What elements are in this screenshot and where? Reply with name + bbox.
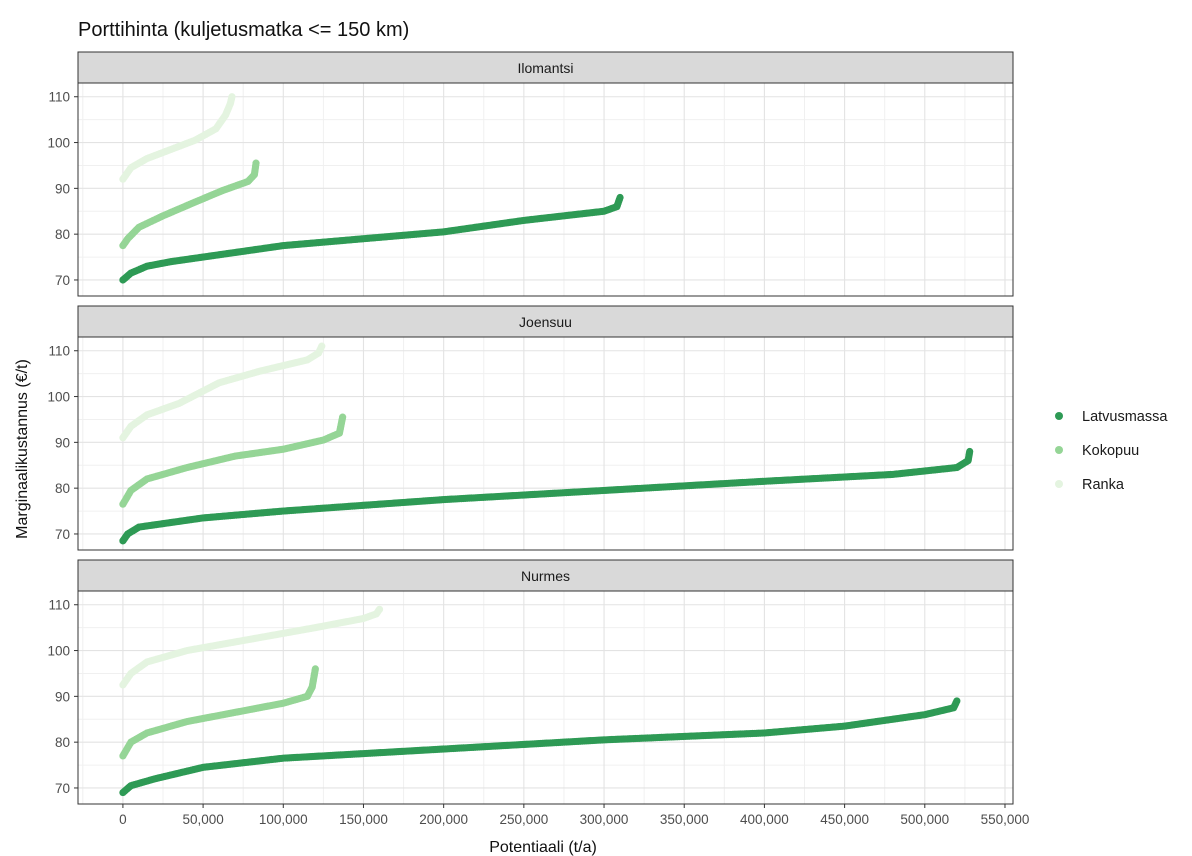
- y-tick-label: 70: [55, 527, 70, 542]
- x-axis: 0 50,000 100,000 150,000 200,000 250,000 300,0…: [119, 804, 1029, 827]
- data-point: [375, 605, 384, 613]
- data-point: [318, 342, 326, 350]
- y-tick-label: 110: [48, 344, 70, 359]
- series-latvusmassa: [119, 697, 961, 797]
- y-tick-label: 90: [55, 435, 70, 450]
- y-tick-label: 110: [48, 598, 70, 613]
- y-axis-label: Marginaalikustannus (€/t): [14, 359, 31, 539]
- x-tick-label: 400,000: [740, 812, 789, 827]
- series-ranka: [119, 342, 326, 442]
- x-tick-label: 550,000: [981, 812, 1030, 827]
- y-tick-label: 90: [55, 181, 70, 196]
- y-tick-label: 80: [55, 735, 70, 750]
- facet-panels: Ilomantsi 70 80 90 100 110 Joensuu 70 80 90 100 110…: [47, 51, 1014, 805]
- series-latvusmassa: [119, 193, 624, 284]
- facet-panel: Joensuu 70 80 90 100 110: [47, 305, 1014, 551]
- y-tick-label: 100: [47, 136, 70, 151]
- facet-strip-label: Joensuu: [519, 314, 572, 330]
- facet-panel: Ilomantsi 70 80 90 100 110: [47, 51, 1014, 297]
- facet-strip-label: Nurmes: [521, 568, 570, 584]
- y-tick-label: 100: [47, 390, 70, 405]
- y-tick-label: 70: [55, 781, 70, 796]
- facet-panel: Nurmes 70 80 90 100 110: [47, 559, 1014, 805]
- legend-label: Latvusmassa: [1082, 409, 1168, 425]
- legend: Latvusmassa Kokopuu Ranka: [1055, 409, 1168, 493]
- legend-key-kokopuu: [1055, 446, 1063, 454]
- x-axis-label: Potentiaali (t/a): [489, 839, 597, 856]
- legend-label: Kokopuu: [1082, 443, 1139, 459]
- facet-strip: [77, 51, 1014, 84]
- y-tick-label: 110: [48, 90, 70, 105]
- x-tick-label: 250,000: [499, 812, 548, 827]
- x-tick-label: 450,000: [820, 812, 869, 827]
- x-tick-label: 300,000: [580, 812, 629, 827]
- legend-label: Ranka: [1082, 477, 1125, 493]
- series-kokopuu: [119, 665, 319, 760]
- legend-key-ranka: [1055, 480, 1063, 488]
- series-ranka: [119, 605, 384, 689]
- series-ranka: [119, 93, 236, 183]
- panel-border: [77, 590, 1014, 805]
- x-tick-label: 200,000: [419, 812, 468, 827]
- chart-title: Porttihinta (kuljetusmatka <= 150 km): [78, 19, 409, 41]
- series-kokopuu: [119, 413, 347, 508]
- y-tick-label: 100: [47, 644, 70, 659]
- facet-strip-label: Ilomantsi: [517, 60, 573, 76]
- series-latvusmassa: [119, 447, 974, 545]
- panel-border: [77, 336, 1014, 551]
- x-tick-label: 350,000: [660, 812, 709, 827]
- y-tick-label: 80: [55, 481, 70, 496]
- x-tick-label: 500,000: [900, 812, 949, 827]
- legend-key-latvusmassa: [1055, 412, 1063, 420]
- y-tick-label: 90: [55, 689, 70, 704]
- data-point: [228, 93, 236, 101]
- x-tick-label: 150,000: [339, 812, 388, 827]
- facet-strip: [77, 559, 1014, 592]
- x-tick-label: 100,000: [259, 812, 308, 827]
- data-point: [311, 665, 319, 673]
- data-point: [966, 447, 974, 456]
- data-point: [953, 697, 961, 705]
- y-tick-label: 70: [55, 273, 70, 288]
- panel-border: [77, 82, 1014, 297]
- data-point: [339, 413, 347, 421]
- series-kokopuu: [119, 159, 260, 250]
- x-tick-label: 0: [119, 812, 127, 827]
- data-point: [252, 159, 260, 167]
- y-tick-label: 80: [55, 227, 70, 242]
- panel-background: [78, 591, 1013, 804]
- x-tick-label: 50,000: [182, 812, 223, 827]
- data-point: [616, 193, 624, 202]
